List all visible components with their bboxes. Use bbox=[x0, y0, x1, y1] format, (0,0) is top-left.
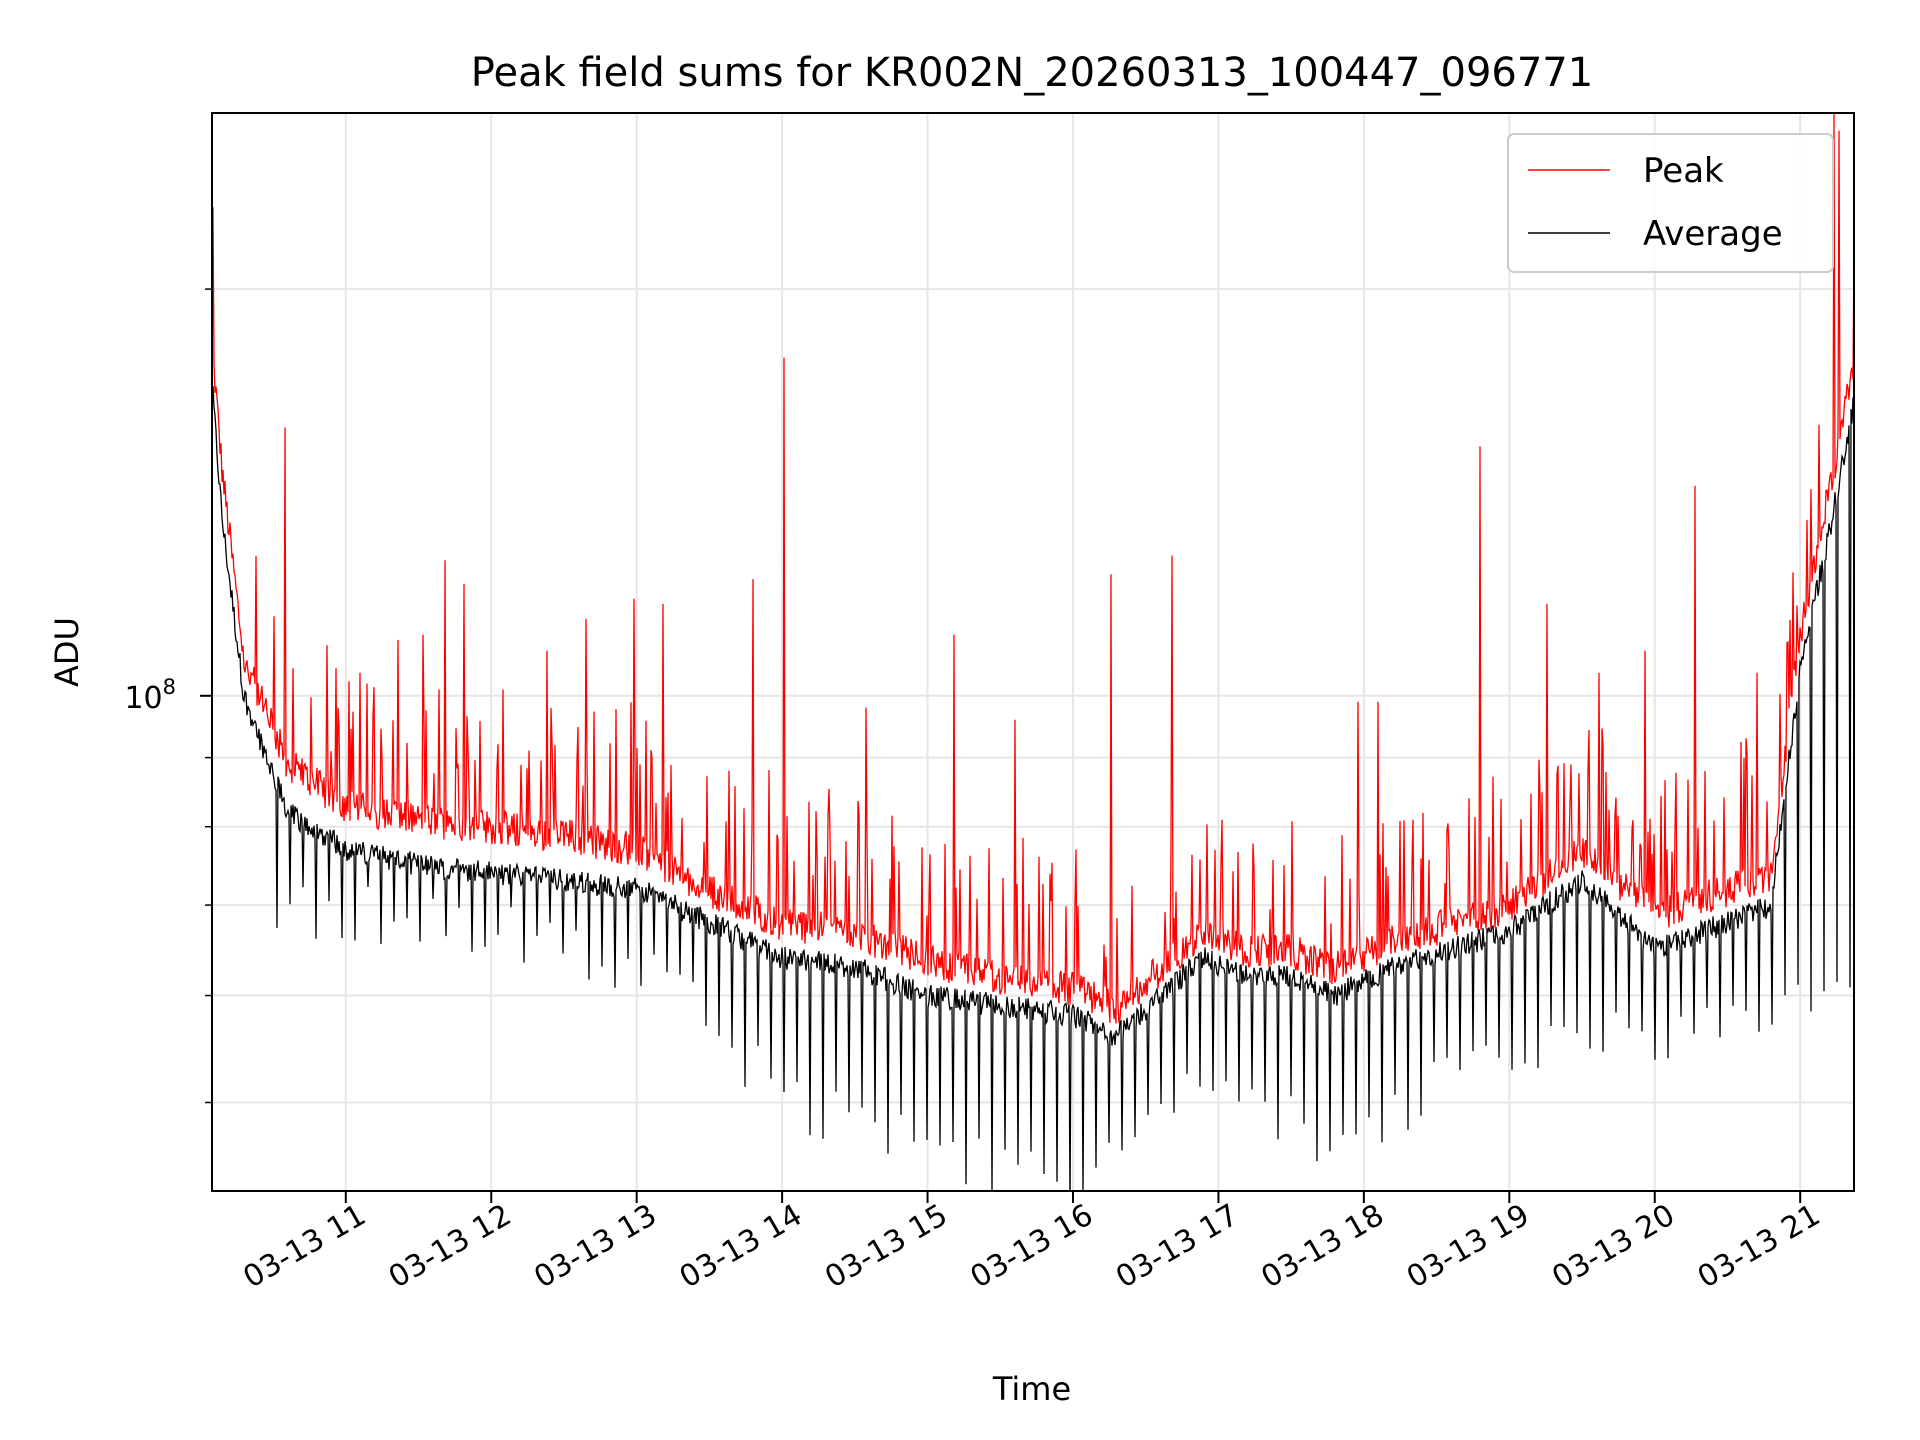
y-axis-ticks: 108 bbox=[124, 288, 212, 1104]
legend-peak-label: Peak bbox=[1643, 151, 1724, 191]
y-axis-label: ADU bbox=[48, 617, 86, 687]
y-tick-label: 108 bbox=[124, 675, 176, 716]
legend-frame bbox=[1507, 133, 1834, 273]
peak-series-line bbox=[212, 113, 1854, 1024]
average-series-line bbox=[212, 385, 1854, 1191]
y-tick-label-exponent: 8 bbox=[163, 675, 176, 699]
plot-frame bbox=[211, 112, 1855, 1192]
plot-area bbox=[212, 113, 1854, 1191]
chart-title: Peak field sums for KR002N_20260313_1004… bbox=[471, 50, 1593, 96]
legend: Peak Average bbox=[1507, 133, 1834, 273]
y-tick-label-base: 10 bbox=[124, 681, 162, 716]
legend-average-label: Average bbox=[1643, 214, 1783, 254]
x-axis-label: Time bbox=[992, 1370, 1071, 1408]
grid bbox=[212, 113, 1854, 1191]
